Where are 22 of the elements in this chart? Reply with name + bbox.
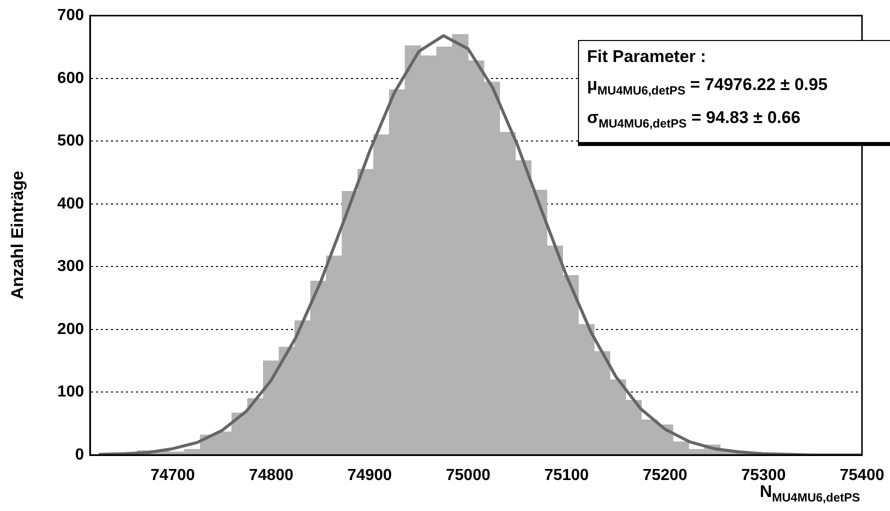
y-tick-label: 0	[75, 446, 84, 464]
annotation: Fit Parameter :	[587, 46, 708, 68]
x-tick-label: 74700	[150, 467, 196, 484]
x-tick-label: 75300	[741, 467, 786, 484]
annotation: σ$_{MU4MU6,detPS}$ = 94.83 ± 0.66	[587, 107, 802, 133]
y-tick-label: 500	[57, 132, 84, 150]
text-box: Fit Parameter : μ$_{MU4MU6,detPS}$ = 74976.22 ± 0.95 σ$_{MU4MU6,detPS}$ = 94.83 ± 0.66	[578, 40, 890, 143]
y-tick-label: 700	[57, 7, 84, 24]
x-tick-label: 75200	[642, 467, 688, 484]
y-tick-label: 600	[57, 70, 84, 87]
x-tick-label: 74900	[347, 467, 392, 484]
x-tick-label: 75000	[446, 467, 490, 484]
y-tick-label: 400	[57, 195, 84, 212]
y-tick-label: 300	[57, 258, 84, 276]
x-axis-title: N$_{MU4MU6,detPS}$	[760, 482, 860, 504]
y-axis-title: Anzahl Einträge	[8, 170, 28, 302]
x-tick-label: 75100	[544, 467, 589, 484]
y-tick-label: 100	[57, 384, 84, 401]
annotation: μ$_{MU4MU6,detPS}$ = 74976.22 ± 0.95	[587, 74, 829, 100]
x-tick-label: 75400	[840, 467, 884, 484]
x-tick-label: 74800	[248, 467, 294, 484]
y-tick-label: 200	[57, 320, 84, 338]
